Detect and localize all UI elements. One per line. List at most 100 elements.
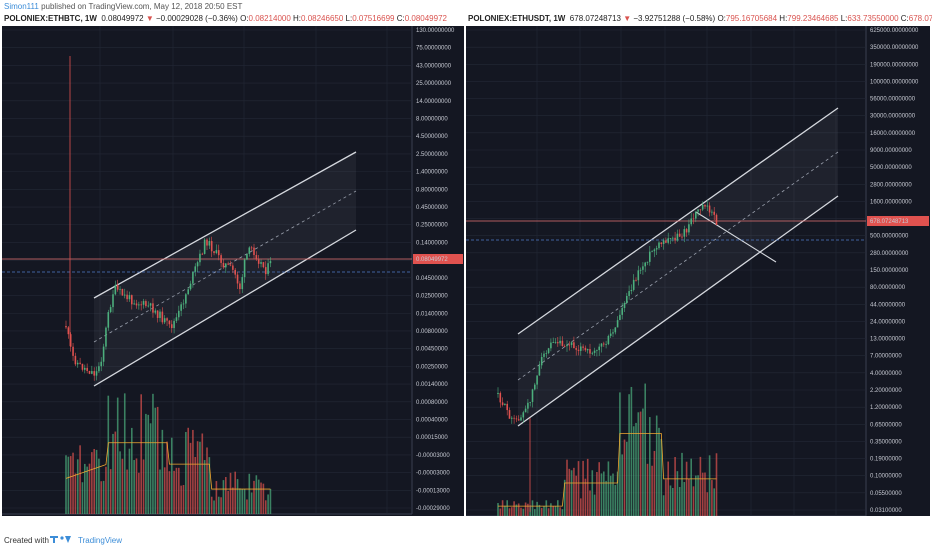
candle-body [699, 209, 702, 211]
candle-body [575, 348, 577, 350]
candle-body [138, 304, 140, 306]
footer: Created with TradingView [0, 526, 932, 550]
volume-bar [697, 475, 699, 516]
candle-body [142, 301, 145, 305]
volume-bar [180, 485, 182, 514]
volume-bar [621, 454, 623, 516]
candle-body [178, 310, 180, 318]
volume-bar [69, 456, 72, 514]
candle-body [100, 361, 103, 367]
price-tick-label: 56000.00000000 [870, 97, 916, 103]
tradingview-link[interactable]: TradingView [78, 536, 123, 545]
candle-body [203, 239, 206, 254]
price-tick-label: 0.02500000 [416, 294, 448, 300]
volume-bar [145, 413, 147, 514]
volume-bar [699, 456, 702, 516]
candle-body [192, 271, 194, 284]
candle-body [194, 266, 197, 272]
last-price-label: 678.07248713 [870, 219, 909, 225]
candle-body [619, 314, 621, 321]
left-open: 0.08214000 [248, 14, 291, 23]
candle-body [672, 237, 674, 239]
price-tick-label: 2.20000000 [870, 388, 902, 394]
volume-bar [201, 433, 204, 514]
channel-fill [518, 108, 838, 426]
volume-bar [653, 450, 656, 516]
ethusdt-chart-svg[interactable]: 625000.00000000 350000.00000000 190000.000… [466, 26, 930, 516]
price-tick-label: 150.00000000 [870, 268, 909, 274]
volume-bar [260, 482, 262, 514]
ethusdt-chart-panel[interactable]: 625000.00000000 350000.00000000 190000.000… [466, 26, 930, 516]
volume-bar [531, 500, 534, 516]
right-close: 678.07248713 [908, 14, 932, 23]
volume-bar [255, 475, 258, 514]
ethbtc-chart-panel[interactable]: 130.00000000 75.00000000 43.00000000 25.000… [2, 26, 464, 516]
candle-body [86, 367, 88, 371]
candle-body [269, 261, 272, 264]
channel-upper-line [93, 151, 357, 299]
candle-body [665, 240, 667, 243]
volume-bar [257, 479, 260, 514]
ethbtc-chart-svg[interactable]: 130.00000000 75.00000000 43.00000000 25.000… [2, 26, 464, 516]
candle-body [189, 283, 192, 290]
price-axis [866, 26, 930, 516]
author-link[interactable]: Simon111 [4, 2, 39, 11]
price-tick-label: 80.00000000 [870, 285, 906, 291]
candle-body [196, 262, 199, 267]
candle-body [208, 241, 211, 246]
volume-bar [713, 488, 715, 516]
volume-bar [88, 463, 91, 514]
volume-bar [253, 480, 255, 514]
left-change-arrow: ▼ [145, 14, 154, 23]
candle-body [187, 289, 189, 295]
volume-bar [591, 470, 594, 516]
candle-body [534, 384, 536, 390]
candle-body [658, 242, 660, 249]
candle-body [568, 344, 571, 346]
volume-bar [142, 459, 145, 514]
volume-bar [685, 461, 688, 516]
volume-bar [658, 427, 660, 516]
left-symbol-info: POLONIEX:ETHBTC, 1W 0.08049972 ▼ −0.0002… [4, 14, 447, 23]
volume-bar [194, 456, 197, 514]
candle-body [168, 320, 171, 325]
price-tick-label: 14.00000000 [416, 99, 452, 105]
candle-body [260, 262, 262, 264]
right-open: 795.16705684 [725, 14, 778, 23]
price-tick-label: 0.35000000 [870, 439, 902, 445]
candle-body [81, 363, 84, 370]
candle-body [593, 350, 596, 353]
candle-body [704, 204, 706, 207]
right-close-label: C: [900, 14, 909, 23]
candle-body [222, 262, 225, 268]
volume-bar [559, 507, 561, 516]
candle-body [250, 247, 253, 249]
candle-body [185, 294, 187, 304]
volume-bar [607, 461, 610, 516]
candle-body [217, 250, 220, 256]
candle-body [220, 255, 222, 263]
candle-body [653, 249, 656, 252]
volume-bar [187, 427, 189, 514]
candle-body [557, 342, 559, 344]
candle-body [662, 240, 665, 245]
candle-body [644, 262, 646, 267]
candle-body [133, 303, 135, 305]
price-tick-label: 130.00000000 [416, 28, 455, 34]
candle-body [520, 417, 522, 421]
volume-bar [522, 508, 525, 516]
candle-body [642, 266, 644, 270]
volume-bar [250, 492, 253, 514]
volume-bar [662, 495, 665, 516]
candle-body [517, 419, 520, 421]
candle-body [128, 295, 131, 300]
price-tick-label: 190000.00000000 [870, 62, 919, 68]
volume-bar [497, 503, 499, 516]
candle-body [681, 236, 683, 238]
candle-body [513, 417, 515, 419]
volume-bar [651, 465, 653, 516]
candle-body [95, 371, 98, 376]
candle-body [582, 346, 584, 348]
volume-bar [644, 383, 646, 516]
volume-bar [95, 449, 98, 514]
